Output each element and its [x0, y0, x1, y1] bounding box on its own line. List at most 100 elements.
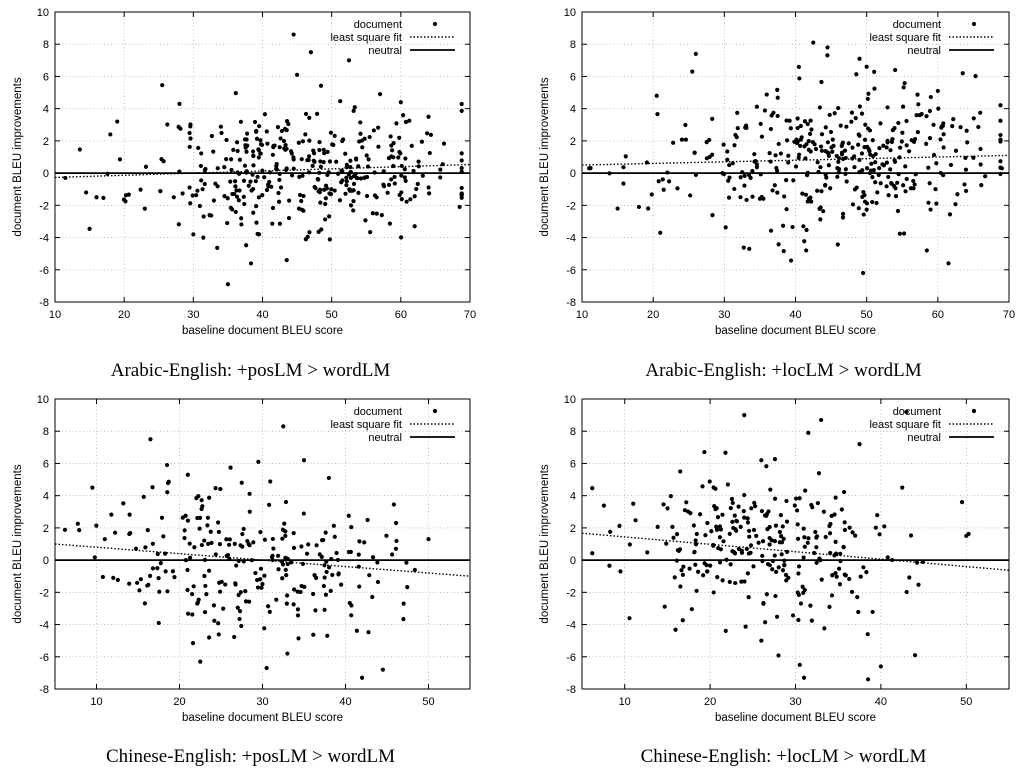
data-point	[248, 179, 253, 184]
data-point	[271, 546, 276, 551]
data-point	[310, 163, 315, 168]
data-point	[239, 480, 244, 485]
data-point	[730, 161, 735, 166]
data-point	[187, 144, 192, 149]
data-point	[843, 167, 848, 172]
y-axis-label: document BLEU improvements	[539, 464, 551, 623]
data-point	[358, 131, 363, 136]
x-tick-label: 60	[932, 309, 944, 321]
data-point	[94, 195, 99, 200]
data-point	[797, 152, 802, 157]
data-point	[278, 136, 283, 141]
data-point	[258, 566, 264, 571]
data-point	[381, 184, 387, 189]
data-point	[315, 111, 320, 116]
scatter-panel-1: 10 20 30 40 50 60 70 -8 -6 -4 -2 0 2 4 6 8 10 documentlea…	[12, 7, 476, 381]
data-point	[749, 506, 754, 511]
data-point	[813, 529, 818, 535]
data-point	[244, 243, 249, 248]
data-point	[934, 201, 939, 206]
data-point	[835, 174, 840, 179]
data-point	[351, 108, 356, 113]
data-point	[973, 74, 978, 79]
data-point	[147, 573, 153, 579]
data-point	[877, 146, 882, 151]
data-point	[819, 148, 825, 153]
data-point	[677, 547, 683, 552]
data-point	[768, 126, 774, 132]
data-point	[819, 79, 824, 85]
data-point	[398, 235, 404, 240]
data-point	[262, 573, 267, 578]
data-point	[727, 579, 732, 585]
data-point	[797, 76, 802, 81]
data-point	[235, 148, 240, 154]
data-point	[964, 128, 969, 133]
data-point	[692, 150, 697, 155]
data-point	[375, 579, 381, 585]
data-point	[853, 115, 858, 121]
data-point	[176, 222, 181, 227]
data-point	[818, 165, 823, 170]
data-point	[863, 122, 868, 127]
y-tick-label: 8	[43, 39, 49, 51]
data-point	[266, 604, 271, 609]
data-point	[206, 568, 212, 573]
data-point	[751, 527, 757, 533]
data-point	[185, 518, 190, 523]
data-point	[850, 530, 855, 535]
data-point	[833, 539, 838, 545]
data-point	[802, 587, 807, 593]
data-point	[371, 128, 376, 133]
data-point	[170, 569, 175, 574]
data-point	[797, 662, 802, 667]
data-point	[924, 248, 929, 253]
data-point	[804, 227, 809, 233]
data-point	[780, 524, 785, 529]
data-point	[998, 159, 1003, 164]
data-point	[258, 138, 263, 143]
data-point	[826, 151, 831, 156]
data-point	[966, 531, 971, 537]
data-point	[127, 581, 132, 586]
data-point	[892, 158, 897, 163]
data-point	[618, 569, 623, 574]
data-point	[247, 491, 252, 496]
data-point	[428, 132, 434, 137]
data-point	[873, 525, 878, 530]
data-point	[792, 503, 797, 508]
scatter-panel-2: 10 20 30 40 50 60 70 -8 -6 -4 -2 0 2 4 6 8 10 documentlea…	[539, 7, 1015, 381]
data-point	[795, 522, 800, 527]
data-point	[295, 613, 301, 618]
data-point	[665, 506, 670, 511]
y-tick-label: -4	[39, 620, 49, 632]
data-point	[357, 539, 362, 544]
data-point	[311, 591, 316, 597]
data-point	[376, 144, 381, 149]
data-point	[726, 195, 732, 200]
y-tick-label: 4	[43, 491, 49, 503]
data-point	[330, 142, 335, 147]
data-point	[348, 164, 353, 170]
data-point	[192, 545, 197, 550]
data-point	[232, 634, 237, 640]
data-point	[743, 624, 748, 629]
data-point	[216, 520, 221, 525]
y-tick-label: 6	[570, 458, 576, 470]
data-point	[411, 168, 416, 174]
data-point	[827, 523, 832, 529]
data-point	[900, 130, 905, 135]
data-point	[764, 592, 769, 597]
data-point	[303, 237, 308, 242]
data-point	[725, 149, 730, 154]
data-point	[842, 572, 847, 577]
data-point	[790, 224, 795, 230]
data-point	[190, 193, 195, 198]
data-point	[784, 207, 789, 212]
data-point	[914, 113, 919, 118]
data-point	[317, 140, 322, 145]
data-point	[823, 183, 828, 188]
data-point	[767, 150, 772, 156]
data-point	[398, 100, 403, 105]
data-point	[852, 154, 857, 159]
